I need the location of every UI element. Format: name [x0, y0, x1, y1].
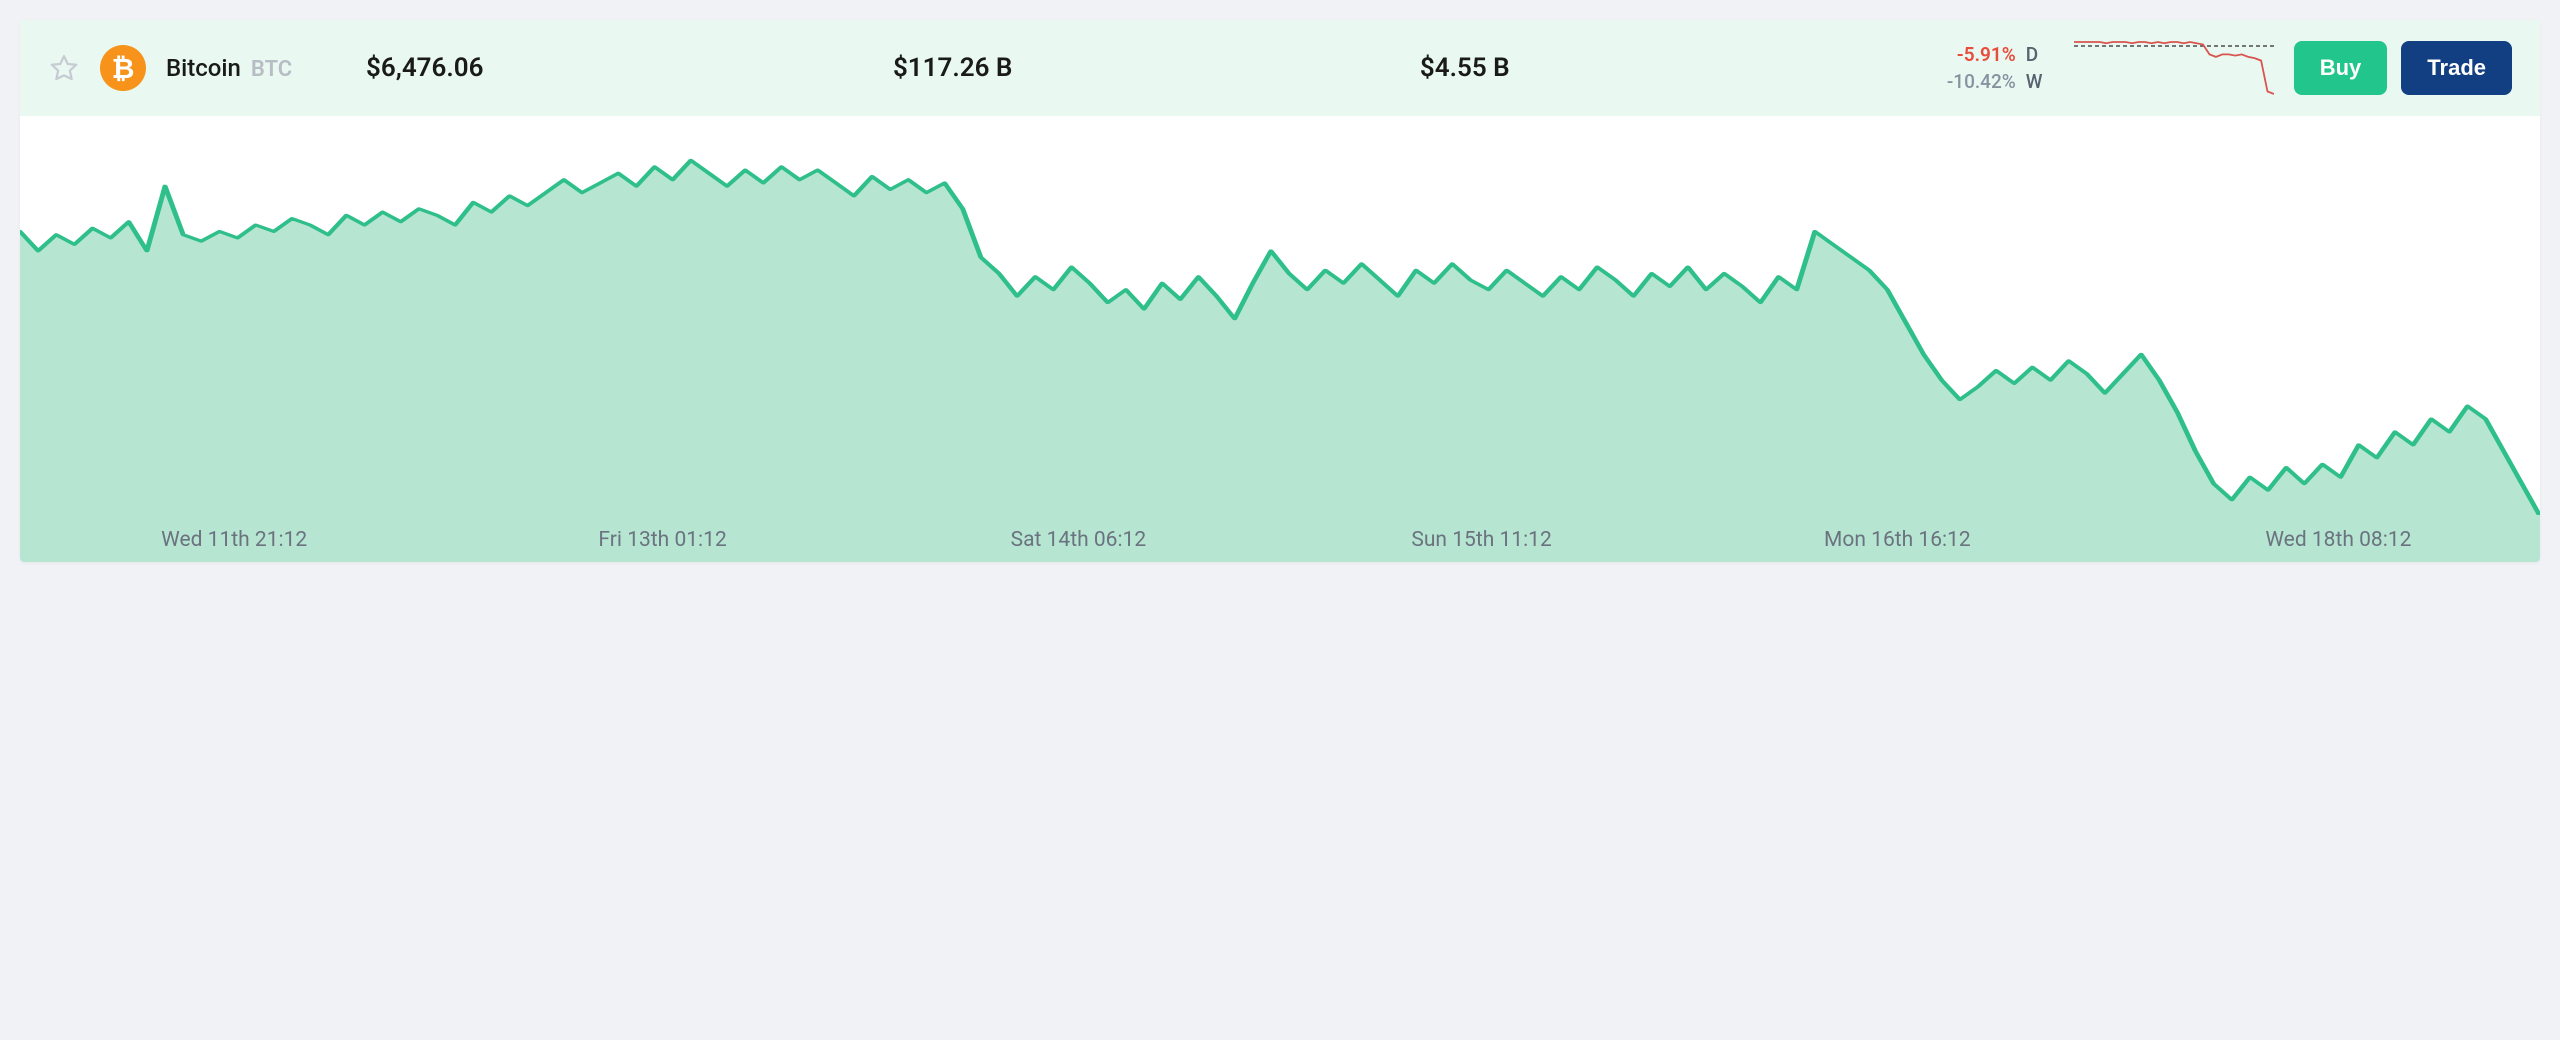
change-week: -10.42% W	[1947, 70, 2046, 93]
volume-value: $4.55 B	[1420, 53, 1927, 83]
change-day-label: D	[2026, 43, 2046, 66]
coin-symbol: BTC	[251, 57, 292, 82]
x-axis-label: Wed 18th 08:12	[2265, 528, 2411, 552]
change-week-value: -10.42%	[1947, 70, 2016, 93]
x-axis-label: Sat 14th 06:12	[1011, 528, 1147, 552]
sparkline	[2074, 38, 2274, 98]
x-axis-label: Sun 15th 11:12	[1411, 528, 1551, 552]
x-axis-label: Fri 13th 01:12	[598, 528, 726, 552]
price-value: $6,476.06	[366, 53, 873, 83]
price-chart-area: Wed 11th 21:12 Fri 13th 01:12 Sat 14th 06:…	[20, 116, 2540, 562]
market-cap-value: $117.26 B	[893, 53, 1400, 83]
price-chart	[20, 116, 2540, 516]
x-axis-label: Mon 16th 16:12	[1824, 528, 1971, 552]
trade-button[interactable]: Trade	[2401, 41, 2512, 95]
change-week-label: W	[2026, 70, 2046, 93]
header-row: ₿ Bitcoin BTC $6,476.06 $117.26 B $4.55 …	[20, 20, 2540, 116]
coin-name-block: Bitcoin BTC	[166, 54, 346, 82]
crypto-card: ₿ Bitcoin BTC $6,476.06 $117.26 B $4.55 …	[20, 20, 2540, 562]
change-block: -5.91% D -10.42% W	[1947, 43, 2046, 93]
change-day-value: -5.91%	[1957, 43, 2016, 66]
x-axis-labels: Wed 11th 21:12 Fri 13th 01:12 Sat 14th 06:…	[20, 516, 2540, 562]
coin-logo: ₿	[100, 45, 146, 91]
x-axis-label: Wed 11th 21:12	[161, 528, 307, 552]
coin-name: Bitcoin	[166, 54, 241, 82]
change-day: -5.91% D	[1957, 43, 2046, 66]
buy-button[interactable]: Buy	[2294, 41, 2388, 95]
favorite-star-icon[interactable]	[48, 52, 80, 84]
action-buttons: Buy Trade	[2294, 41, 2512, 95]
coin-logo-glyph: ₿	[112, 52, 135, 85]
